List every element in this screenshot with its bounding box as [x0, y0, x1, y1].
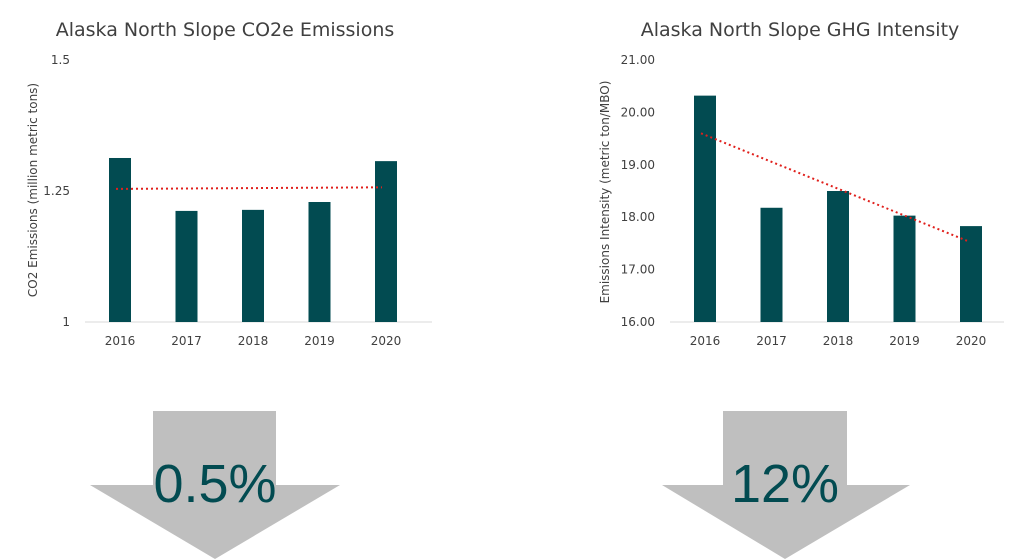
emissions-bar: [308, 202, 331, 322]
emissions-x-tick: 2020: [371, 334, 402, 348]
emissions-bars: [109, 157, 397, 322]
intensity-y-ticks: 16.00 17.00 18.00 19.00 20.00 21.00: [621, 53, 655, 329]
emissions-bar: [175, 210, 198, 322]
intensity-x-tick: 2020: [956, 334, 987, 348]
intensity-y-tick: 21.00: [621, 53, 655, 67]
intensity-x-ticks: 2016 2017 2018 2019 2020: [690, 334, 987, 348]
intensity-change-callout: 12%: [662, 411, 910, 559]
intensity-bar: [893, 215, 916, 322]
emissions-trendline: [115, 186, 383, 190]
emissions-x-tick: 2019: [304, 334, 335, 348]
intensity-chart: Alaska North Slope GHG Intensity Emissio…: [598, 19, 1004, 348]
emissions-change-callout: 0.5%: [90, 411, 340, 559]
emissions-bar: [109, 157, 131, 322]
emissions-bar: [242, 209, 264, 322]
emissions-y-axis-label: CO2 Emissions (million metric tons): [26, 83, 40, 297]
emissions-chart-title: Alaska North Slope CO2e Emissions: [56, 19, 395, 41]
intensity-x-tick: 2016: [690, 334, 721, 348]
intensity-chart-title: Alaska North Slope GHG Intensity: [641, 19, 960, 41]
intensity-x-tick: 2018: [823, 334, 854, 348]
intensity-bar: [760, 207, 783, 322]
intensity-y-tick: 20.00: [621, 105, 655, 119]
emissions-y-ticks: 1 1.25 1.5: [43, 53, 70, 329]
emissions-y-tick: 1: [62, 315, 70, 329]
intensity-y-tick: 19.00: [621, 158, 655, 172]
intensity-bars: [694, 95, 982, 323]
intensity-y-tick: 17.00: [621, 263, 655, 277]
emissions-x-tick: 2018: [238, 334, 269, 348]
intensity-bar: [694, 95, 716, 323]
intensity-x-tick: 2019: [889, 334, 920, 348]
emissions-chart: Alaska North Slope CO2e Emissions CO2 Em…: [26, 19, 432, 348]
emissions-x-tick: 2016: [105, 334, 136, 348]
intensity-y-axis-label: Emissions Intensity (metric ton/MBO): [598, 81, 612, 304]
down-arrow-icon: [662, 411, 910, 559]
intensity-change-value: 12%: [731, 454, 839, 514]
intensity-y-tick: 18.00: [621, 210, 655, 224]
intensity-x-tick: 2017: [756, 334, 787, 348]
intensity-bar: [827, 191, 849, 322]
emissions-y-tick: 1.5: [51, 53, 70, 67]
down-arrow-icon: [90, 411, 340, 559]
emissions-y-tick: 1.25: [43, 184, 70, 198]
emissions-bar: [375, 161, 397, 322]
emissions-x-tick: 2017: [171, 334, 202, 348]
intensity-y-tick: 16.00: [621, 315, 655, 329]
emissions-x-ticks: 2016 2017 2018 2019 2020: [105, 334, 402, 348]
emissions-change-value: 0.5%: [153, 454, 276, 514]
intensity-bar: [960, 226, 982, 322]
